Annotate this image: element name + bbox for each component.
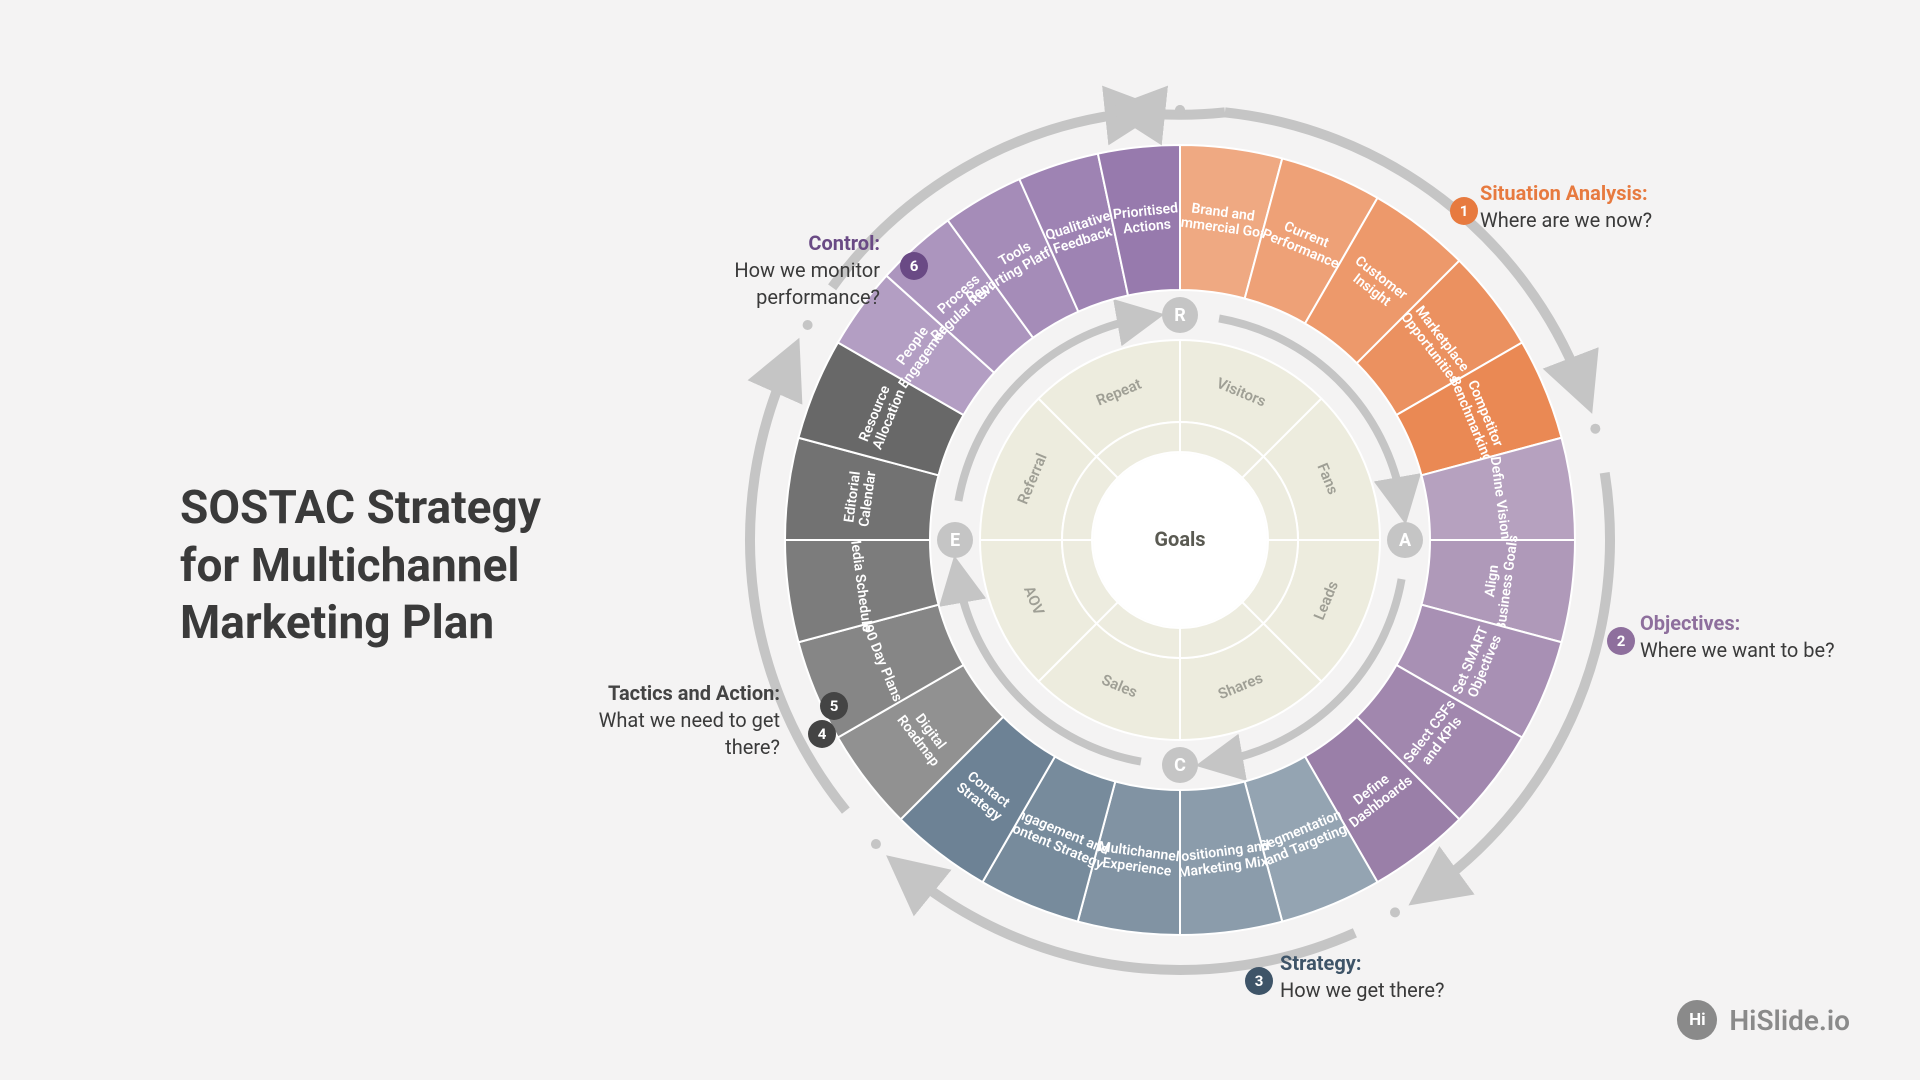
race-letter: E (950, 530, 960, 551)
callout-2: Objectives:Where we want to be? (1640, 610, 1835, 664)
brand-mark: Hi (1677, 1000, 1717, 1040)
callout-6: Control:How we monitor performance? (680, 230, 880, 311)
callout-4: Tactics and Action:What we need to get t… (580, 680, 780, 761)
callout-1: Situation Analysis:Where are we now? (1480, 180, 1652, 234)
race-letter: C (1174, 755, 1186, 776)
callout-title: Control: (680, 230, 880, 257)
callout-sub: How we monitor performance? (680, 257, 880, 311)
callout-badge-3: 3 (1245, 967, 1273, 995)
callout-sub: Where are we now? (1480, 207, 1652, 234)
callout-sub: Where we want to be? (1640, 637, 1835, 664)
callout-title: Tactics and Action: (580, 680, 780, 707)
callout-badge-5: 5 (820, 692, 848, 720)
brand-name: HiSlide.io (1729, 1004, 1850, 1037)
race-letter: A (1399, 530, 1412, 551)
callout-badge-2: 2 (1607, 627, 1635, 655)
callout-title: Strategy: (1280, 950, 1444, 977)
callout-sub: What we need to get there? (580, 707, 780, 761)
callout-badge-6: 6 (900, 252, 928, 280)
sostac-diagram: GoalsVisitorsFansLeadsSharesSalesAOVRefe… (0, 0, 1920, 1080)
callout-title: Situation Analysis: (1480, 180, 1652, 207)
callout-title: Objectives: (1640, 610, 1835, 637)
callout-sub: How we get there? (1280, 977, 1444, 1004)
callout-3: Strategy:How we get there? (1280, 950, 1444, 1004)
callout-badge-1: 1 (1450, 197, 1478, 225)
center-label: Goals (1154, 527, 1205, 551)
brand-logo: Hi HiSlide.io (1677, 1000, 1850, 1040)
race-letter: R (1174, 305, 1186, 326)
callout-badge-4: 4 (808, 720, 836, 748)
